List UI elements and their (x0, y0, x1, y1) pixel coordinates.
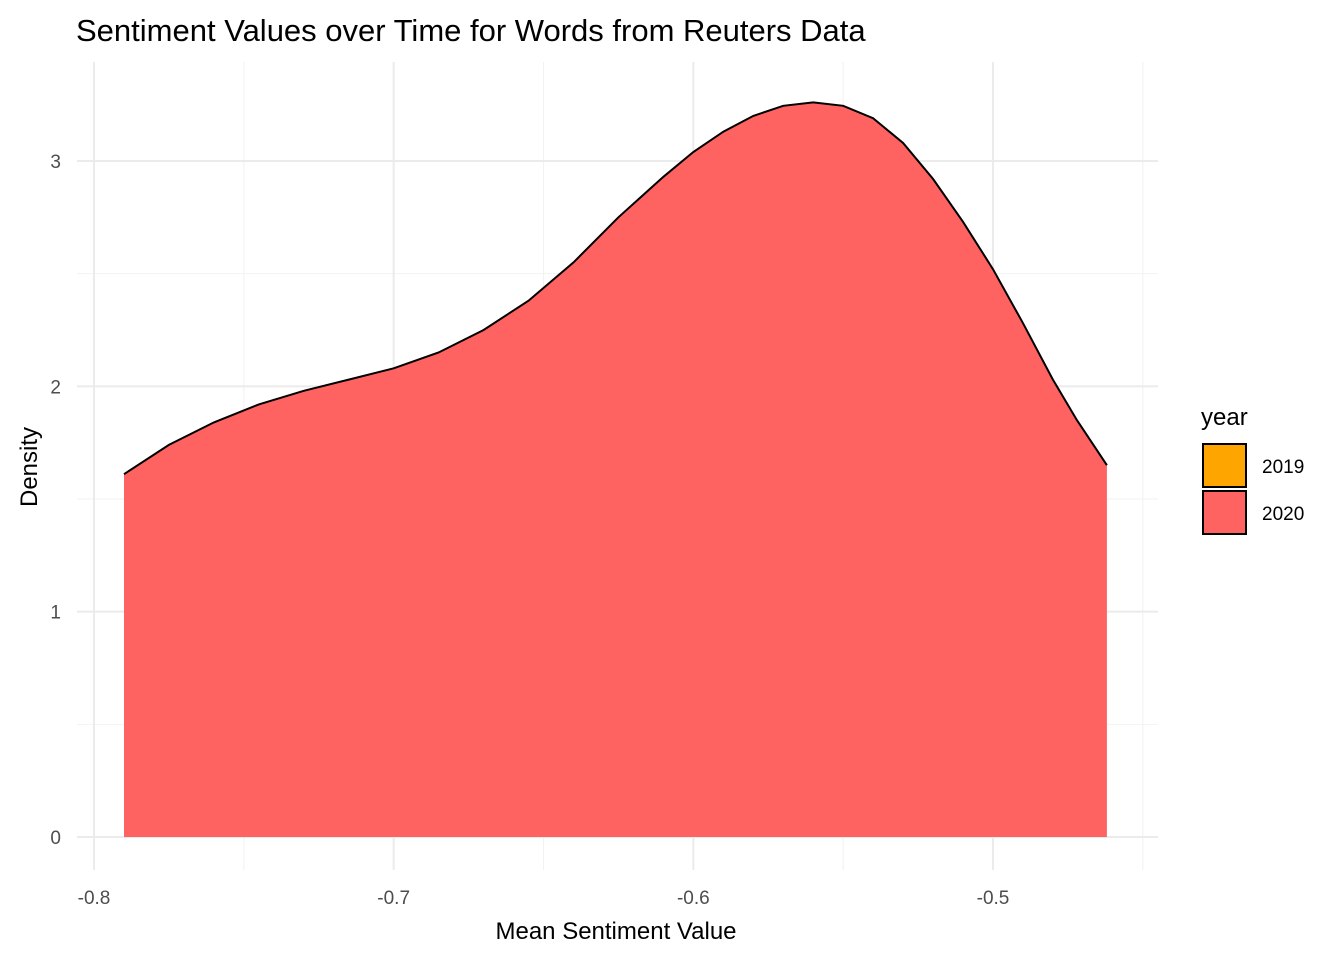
legend-entries: 2019 2020 (1202, 443, 1304, 535)
y-axis-title: Density (16, 427, 43, 507)
legend-label-2019: 2019 (1262, 457, 1304, 478)
x-tick-label: -0.5 (977, 888, 1010, 909)
legend-key-2020 (1202, 490, 1247, 535)
legend: year 2019 2020 (1201, 404, 1304, 535)
density-areas (123, 101, 1108, 837)
y-tick-label: 3 (50, 152, 61, 173)
legend-key-2019 (1202, 443, 1247, 488)
x-tick-label: -0.7 (377, 888, 410, 909)
y-tick-label: 1 (50, 603, 61, 624)
legend-title: year (1201, 404, 1248, 431)
y-tick-label: 0 (50, 828, 61, 849)
x-tick-label: -0.6 (677, 888, 710, 909)
axis-ticks: -0.8 -0.7 -0.6 -0.5 0 1 2 3 (50, 152, 1009, 909)
x-axis-title: Mean Sentiment Value (495, 918, 736, 945)
x-tick-label: -0.8 (78, 888, 111, 909)
legend-label-2020: 2020 (1262, 504, 1304, 525)
y-tick-label: 2 (50, 377, 61, 398)
density-area-2020 (124, 102, 1107, 837)
chart-title: Sentiment Values over Time for Words fro… (76, 13, 866, 48)
density-outline-2020 (123, 101, 1108, 476)
